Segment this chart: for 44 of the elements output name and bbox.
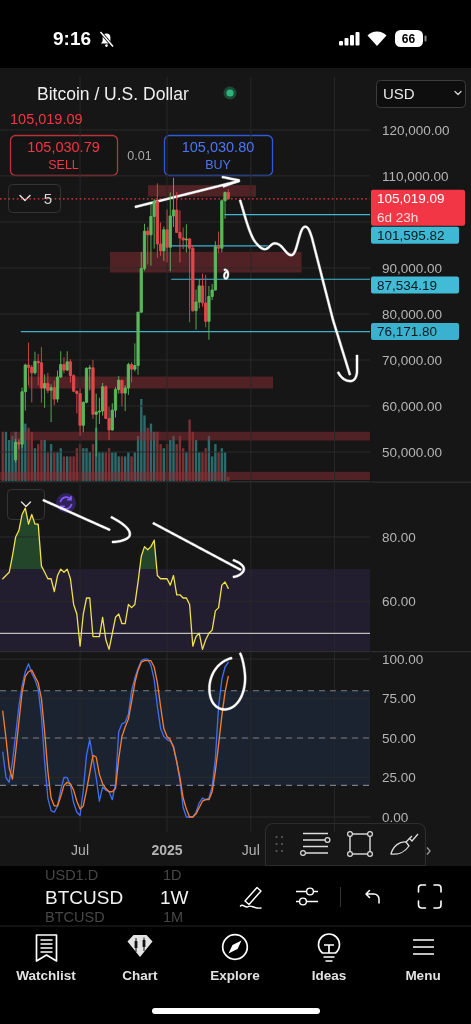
text: 105,019.09 <box>10 110 83 127</box>
text: 1W <box>160 886 189 908</box>
y-tick-label: 80.00 <box>382 529 416 545</box>
annotation: 0.01 <box>127 149 152 164</box>
x-tick-label: 2025 <box>151 841 183 858</box>
text: USD1.D <box>45 866 99 883</box>
annotation: 105,030.80 <box>181 139 255 156</box>
text: BTCUSD <box>45 909 105 926</box>
y-tick-label: 60.00 <box>382 593 416 609</box>
text: USD <box>383 85 415 103</box>
y-tick-label: 90,000.00 <box>382 260 443 276</box>
y-tick-label: 120,000.00 <box>382 122 450 138</box>
data-label: 101,595.82 <box>377 228 445 244</box>
x-tick-label: Jul <box>71 841 90 858</box>
ref-line-label: 105,019.09 <box>377 191 445 207</box>
data-label: 87,534.19 <box>377 277 438 293</box>
annotation: BUY <box>205 158 232 173</box>
y-tick-label: 25.00 <box>382 770 416 786</box>
annotation: 105,030.79 <box>27 139 100 156</box>
text: 6d 23h <box>377 209 419 225</box>
annotation: 5 <box>43 189 53 207</box>
text: 9:16 <box>52 28 92 50</box>
y-tick-label: 110,000.00 <box>382 168 449 184</box>
y-tick-label: 50,000.00 <box>382 444 443 460</box>
y-tick-label: 0.00 <box>382 809 409 825</box>
y-tick-label: 75.00 <box>382 691 416 707</box>
x-tick-label: Jul <box>241 841 260 858</box>
text: Watchlist <box>16 967 77 983</box>
text: Menu <box>405 967 441 983</box>
text: Explore <box>210 967 261 983</box>
y-tick-label: 80,000.00 <box>382 306 443 322</box>
y-tick-label: 50.00 <box>382 730 416 746</box>
text: 66 <box>401 31 416 46</box>
y-tick-label: 100.00 <box>382 651 424 667</box>
text: 1M <box>163 909 184 926</box>
y-tick-label: 60,000.00 <box>382 398 443 414</box>
y-tick-label: 70,000.00 <box>382 352 443 368</box>
annotation: SELL <box>48 158 79 173</box>
text: Ideas <box>311 967 347 983</box>
text: BTCUSD <box>45 886 124 908</box>
chart-title: Bitcoin / U.S. Dollar <box>37 83 189 104</box>
text: 1D <box>163 866 182 883</box>
data-label: 76,171.80 <box>377 324 438 340</box>
text: Chart <box>122 967 159 983</box>
